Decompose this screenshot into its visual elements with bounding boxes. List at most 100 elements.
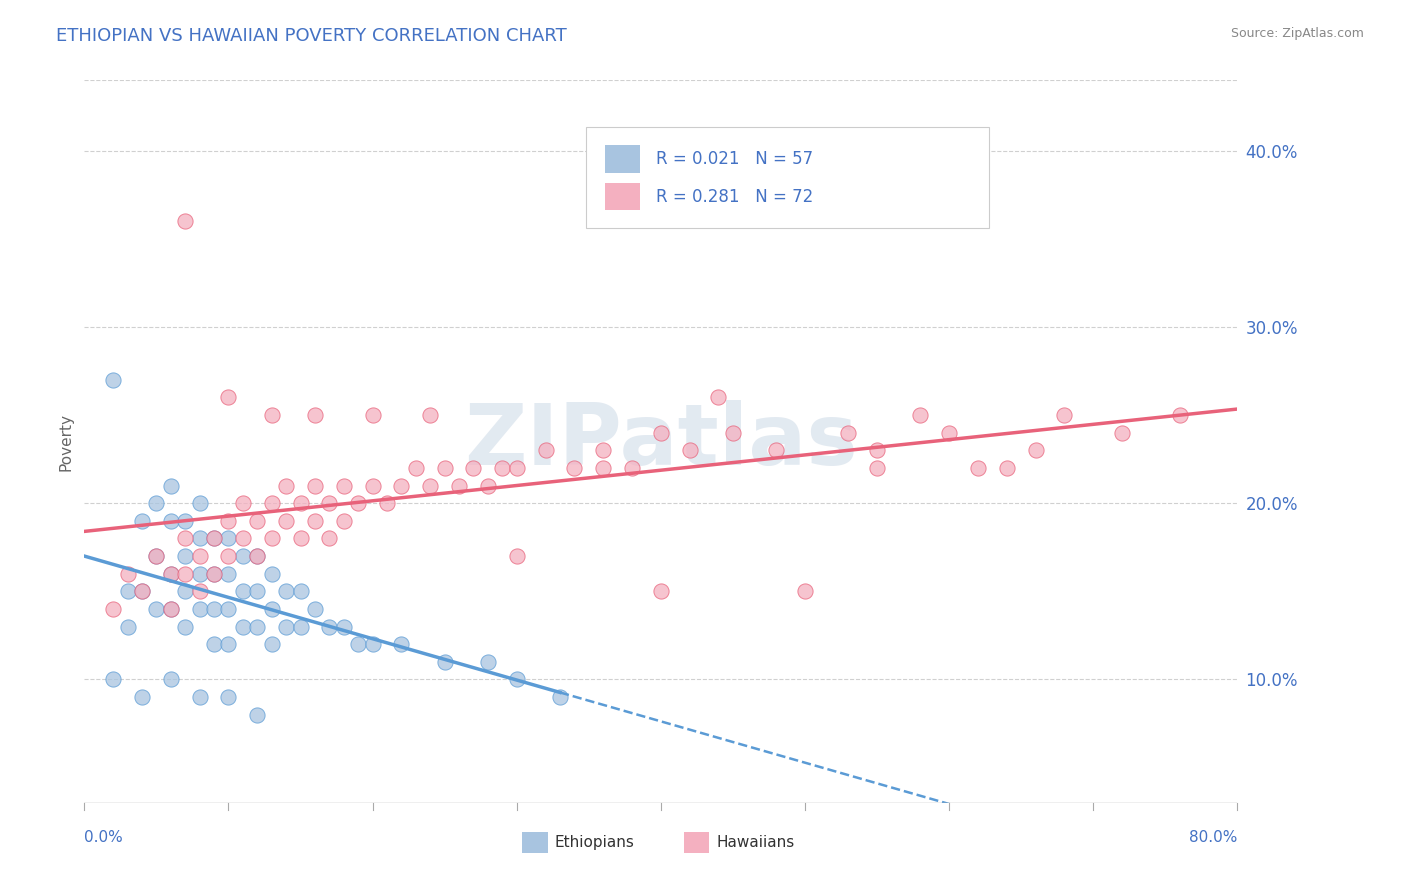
Point xyxy=(290,619,312,633)
Point xyxy=(202,602,225,616)
Point xyxy=(333,478,356,492)
Point xyxy=(188,566,211,581)
Point xyxy=(534,443,557,458)
Point xyxy=(188,549,211,563)
Point xyxy=(117,619,139,633)
Point xyxy=(160,673,183,687)
Bar xyxy=(683,831,709,854)
Point xyxy=(721,425,744,440)
Point xyxy=(232,549,254,563)
Point xyxy=(160,514,183,528)
Point xyxy=(232,619,254,633)
Text: ZIPatlas: ZIPatlas xyxy=(464,400,858,483)
Text: Hawaiians: Hawaiians xyxy=(716,835,794,850)
Point xyxy=(1111,425,1133,440)
Point xyxy=(218,391,240,405)
Point xyxy=(304,514,326,528)
Point xyxy=(304,602,326,616)
Point xyxy=(246,707,269,722)
Bar xyxy=(523,831,548,854)
Point xyxy=(318,496,340,510)
Text: 80.0%: 80.0% xyxy=(1189,830,1237,845)
Point xyxy=(117,566,139,581)
Bar xyxy=(606,183,640,211)
Point xyxy=(103,373,124,387)
Point xyxy=(160,478,183,492)
Point xyxy=(145,549,167,563)
Point xyxy=(910,408,932,422)
Text: Ethiopians: Ethiopians xyxy=(555,835,634,850)
Point xyxy=(232,584,254,599)
Point xyxy=(174,549,197,563)
Point xyxy=(463,461,485,475)
Point xyxy=(145,602,167,616)
Point xyxy=(347,496,370,510)
Point xyxy=(174,619,197,633)
Point xyxy=(218,690,240,704)
Point xyxy=(218,514,240,528)
Point xyxy=(375,496,398,510)
Point xyxy=(260,566,283,581)
Point xyxy=(218,637,240,651)
Point xyxy=(506,673,529,687)
FancyBboxPatch shape xyxy=(586,128,990,228)
Point xyxy=(650,584,672,599)
Text: ETHIOPIAN VS HAWAIIAN POVERTY CORRELATION CHART: ETHIOPIAN VS HAWAIIAN POVERTY CORRELATIO… xyxy=(56,27,567,45)
Point xyxy=(188,584,211,599)
Point xyxy=(290,584,312,599)
Point xyxy=(333,514,356,528)
Point xyxy=(361,478,384,492)
Text: Source: ZipAtlas.com: Source: ZipAtlas.com xyxy=(1230,27,1364,40)
Point xyxy=(318,532,340,546)
Text: R = 0.281   N = 72: R = 0.281 N = 72 xyxy=(657,187,814,205)
Point xyxy=(707,391,730,405)
Point xyxy=(202,566,225,581)
Point xyxy=(276,619,298,633)
Point xyxy=(202,532,225,546)
Point xyxy=(260,602,283,616)
Point xyxy=(506,461,529,475)
Point xyxy=(202,566,225,581)
Point xyxy=(131,514,153,528)
Point xyxy=(276,584,298,599)
Point xyxy=(160,602,183,616)
Point xyxy=(391,478,413,492)
Point xyxy=(246,549,269,563)
Point xyxy=(679,443,702,458)
Point xyxy=(866,443,889,458)
Point xyxy=(232,532,254,546)
Point xyxy=(260,637,283,651)
Point xyxy=(1168,408,1191,422)
Point xyxy=(188,496,211,510)
Point xyxy=(131,584,153,599)
Point xyxy=(202,532,225,546)
Point xyxy=(477,655,499,669)
Point xyxy=(433,655,456,669)
Point xyxy=(276,514,298,528)
Point xyxy=(103,673,124,687)
Point xyxy=(837,425,859,440)
Point xyxy=(548,690,571,704)
Point xyxy=(592,461,614,475)
Point xyxy=(1025,443,1047,458)
Point xyxy=(650,425,672,440)
Point xyxy=(995,461,1018,475)
Point xyxy=(188,602,211,616)
Point xyxy=(260,532,283,546)
Point xyxy=(260,408,283,422)
Point xyxy=(967,461,990,475)
Point xyxy=(174,584,197,599)
Point xyxy=(794,584,817,599)
Point xyxy=(361,637,384,651)
Text: R = 0.021   N = 57: R = 0.021 N = 57 xyxy=(657,150,813,168)
Point xyxy=(174,214,197,228)
Point xyxy=(160,602,183,616)
Point xyxy=(419,478,441,492)
Point xyxy=(304,478,326,492)
Point xyxy=(174,566,197,581)
Point xyxy=(318,619,340,633)
Point xyxy=(145,496,167,510)
Point xyxy=(491,461,513,475)
Point xyxy=(202,637,225,651)
Point xyxy=(276,478,298,492)
